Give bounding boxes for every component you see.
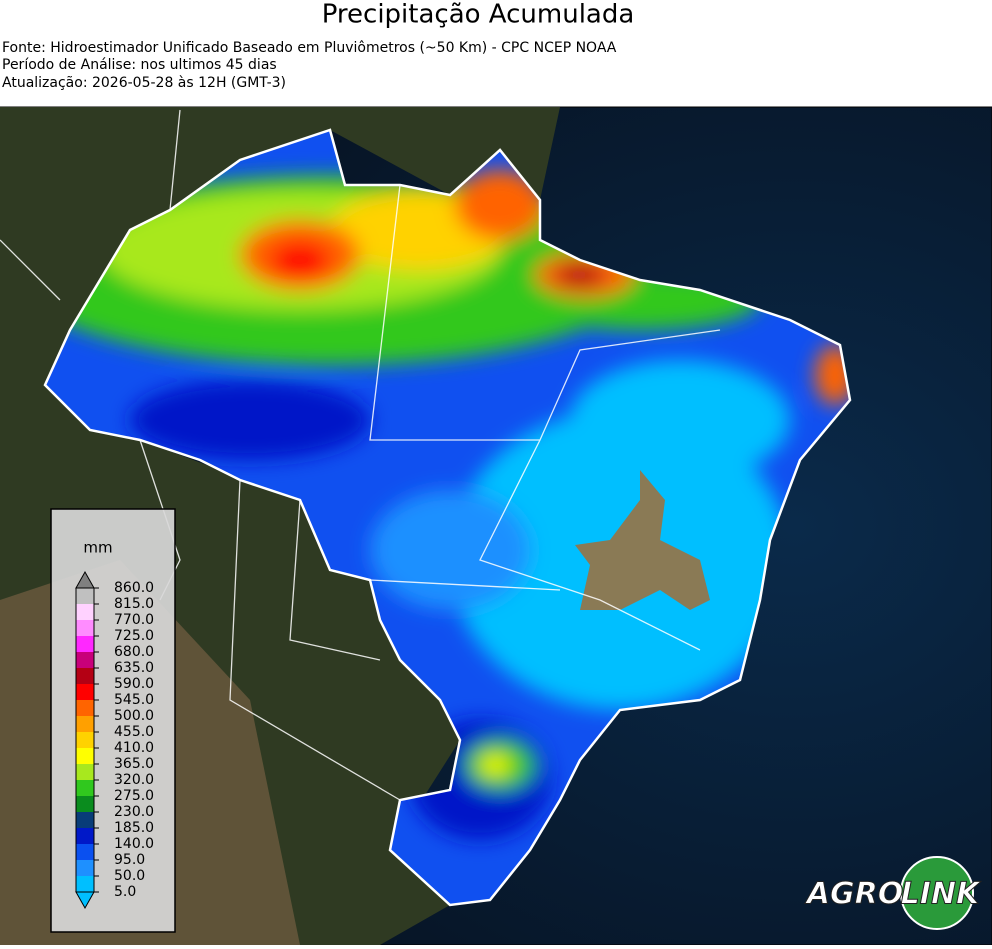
logo-circle <box>900 856 974 930</box>
colorbar-cell <box>76 828 94 844</box>
colorbar-cell <box>76 812 94 828</box>
colorbar-label: 230.0 <box>114 804 154 820</box>
colorbar-outline <box>75 587 95 893</box>
colorbar-cell <box>76 796 94 812</box>
colorbar-cell <box>76 604 94 620</box>
colorbar-label: 95.0 <box>114 852 145 868</box>
colorbar-cell <box>76 860 94 876</box>
precip-field <box>45 130 850 905</box>
colorbar-label: 680.0 <box>114 644 154 660</box>
title: Precipitação Acumulada <box>322 0 635 30</box>
colorbar-label: 815.0 <box>114 596 154 612</box>
state-borders <box>0 109 721 801</box>
colorbar-label: 320.0 <box>114 772 154 788</box>
colorbar-label: 635.0 <box>114 660 154 676</box>
colorbar-label: 500.0 <box>114 708 154 724</box>
colorbar-label: 410.0 <box>114 740 154 756</box>
colorbar-label: 185.0 <box>114 820 154 836</box>
country-border <box>43 128 852 907</box>
colorbar-label: 50.0 <box>114 868 145 884</box>
colorbar-label: 140.0 <box>114 836 154 852</box>
logo-right: LINK <box>901 877 982 912</box>
period-line: Período de Análise: nos ultimos 45 dias <box>2 57 277 73</box>
colorbar-label: 725.0 <box>114 628 154 644</box>
colorbar-label: 275.0 <box>114 788 154 804</box>
colorbar-cell <box>76 844 94 860</box>
colorbar-cell <box>76 684 94 700</box>
colorbar-cell <box>76 732 94 748</box>
colorbar-cell <box>76 620 94 636</box>
logo-left: AGRO <box>805 877 903 912</box>
colorbar-label: 590.0 <box>114 676 154 692</box>
source-line: Fonte: Hidroestimador Unificado Baseado … <box>2 40 617 56</box>
colorbar-label: 455.0 <box>114 724 154 740</box>
colorbar-cell <box>76 876 94 892</box>
legend-unit: mm <box>83 539 112 557</box>
update-line: Atualização: 2026-05-28 às 12H (GMT-3) <box>2 75 286 91</box>
colorbar-cell <box>76 764 94 780</box>
colorbar-cell <box>76 700 94 716</box>
colorbar-cell <box>76 652 94 668</box>
legend-box <box>50 508 176 933</box>
colorbar-cell <box>76 588 94 604</box>
legend: mm 5.050.095.0140.0185.0230.0275.0320.03… <box>50 508 176 933</box>
colorbar-cell <box>76 636 94 652</box>
colorbar-label: 770.0 <box>114 612 154 628</box>
colorbar-cell <box>76 748 94 764</box>
colorbar-label: 545.0 <box>114 692 154 708</box>
colorbar-label: 365.0 <box>114 756 154 772</box>
colorbar-cell <box>76 668 94 684</box>
logo: AGRO LINK <box>804 856 983 930</box>
colorbar-label: 5.0 <box>114 884 136 900</box>
colorbar-cell <box>76 716 94 732</box>
colorbar-label: 860.0 <box>114 580 154 596</box>
colorbar-cell <box>76 780 94 796</box>
